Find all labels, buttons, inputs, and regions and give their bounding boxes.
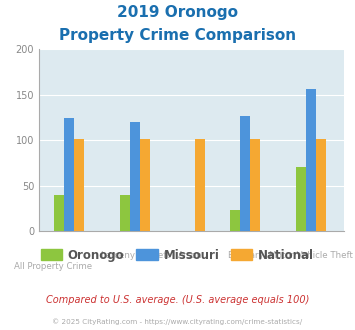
Bar xyxy=(250,139,260,231)
Bar xyxy=(230,210,240,231)
Text: Motor Vehicle Theft: Motor Vehicle Theft xyxy=(269,251,353,260)
Bar xyxy=(316,139,326,231)
Bar xyxy=(296,167,306,231)
Bar xyxy=(64,117,74,231)
Legend: Oronogo, Missouri, National: Oronogo, Missouri, National xyxy=(36,244,319,266)
Bar xyxy=(195,139,205,231)
Text: Compared to U.S. average. (U.S. average equals 100): Compared to U.S. average. (U.S. average … xyxy=(46,295,309,305)
Text: All Property Crime: All Property Crime xyxy=(14,262,92,271)
Bar xyxy=(74,139,84,231)
Bar xyxy=(120,195,130,231)
Text: 2019 Oronogo: 2019 Oronogo xyxy=(117,5,238,20)
Text: Larceny & Theft: Larceny & Theft xyxy=(101,251,170,260)
Bar xyxy=(240,116,250,231)
Text: Burglary: Burglary xyxy=(227,251,264,260)
Bar xyxy=(140,139,150,231)
Text: Arson: Arson xyxy=(178,251,203,260)
Bar xyxy=(54,195,64,231)
Bar xyxy=(306,89,316,231)
Text: Property Crime Comparison: Property Crime Comparison xyxy=(59,28,296,43)
Text: © 2025 CityRating.com - https://www.cityrating.com/crime-statistics/: © 2025 CityRating.com - https://www.city… xyxy=(53,318,302,325)
Bar xyxy=(130,122,140,231)
